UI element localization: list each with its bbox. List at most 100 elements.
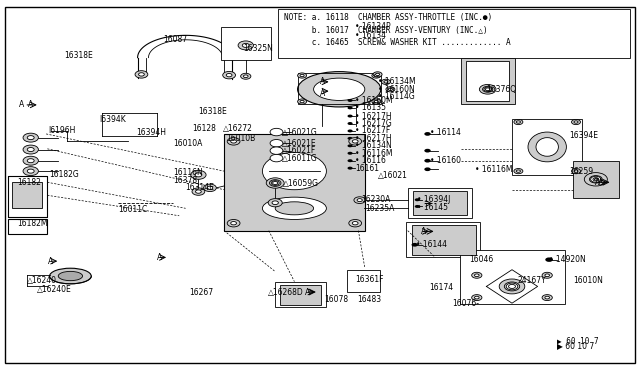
Text: • 16116: • 16116 bbox=[355, 156, 386, 165]
Circle shape bbox=[348, 152, 353, 155]
Circle shape bbox=[584, 173, 607, 186]
Bar bbox=[512, 119, 582, 175]
Circle shape bbox=[266, 178, 284, 188]
Circle shape bbox=[270, 147, 283, 154]
Text: 16230A: 16230A bbox=[362, 195, 391, 204]
Circle shape bbox=[23, 133, 38, 142]
Circle shape bbox=[231, 140, 237, 143]
Circle shape bbox=[28, 148, 34, 151]
Circle shape bbox=[357, 199, 362, 202]
Circle shape bbox=[483, 86, 493, 92]
Bar bbox=[461, 58, 515, 104]
Circle shape bbox=[348, 144, 353, 147]
Text: A: A bbox=[320, 77, 325, 86]
Text: 16010N: 16010N bbox=[573, 276, 603, 285]
Circle shape bbox=[516, 121, 520, 123]
Circle shape bbox=[272, 201, 278, 205]
Text: • 16134M: • 16134M bbox=[378, 77, 415, 86]
Text: 16483: 16483 bbox=[357, 295, 381, 304]
Circle shape bbox=[412, 243, 418, 247]
Circle shape bbox=[509, 285, 515, 288]
Circle shape bbox=[238, 41, 253, 50]
Bar bbox=[406, 222, 480, 257]
Bar bbox=[347, 270, 380, 292]
Text: 16010A: 16010A bbox=[173, 139, 202, 148]
Text: • 16144: • 16144 bbox=[416, 240, 447, 249]
Circle shape bbox=[268, 199, 282, 207]
Text: 16046: 16046 bbox=[469, 255, 493, 264]
Circle shape bbox=[374, 74, 378, 77]
Circle shape bbox=[514, 119, 523, 125]
Ellipse shape bbox=[314, 78, 365, 100]
Circle shape bbox=[591, 176, 601, 182]
Circle shape bbox=[196, 190, 201, 193]
Circle shape bbox=[23, 167, 38, 176]
Circle shape bbox=[424, 159, 431, 163]
Circle shape bbox=[479, 84, 496, 94]
Ellipse shape bbox=[536, 138, 559, 156]
Circle shape bbox=[474, 296, 479, 299]
Bar bbox=[460, 250, 565, 304]
Circle shape bbox=[270, 140, 283, 147]
Circle shape bbox=[372, 99, 381, 104]
Bar bbox=[8, 176, 47, 217]
Circle shape bbox=[415, 205, 420, 208]
Circle shape bbox=[593, 177, 599, 181]
Circle shape bbox=[499, 279, 525, 294]
Text: • 16114G: • 16114G bbox=[378, 92, 414, 101]
Circle shape bbox=[241, 73, 251, 79]
Circle shape bbox=[348, 99, 353, 102]
Circle shape bbox=[589, 176, 602, 183]
Circle shape bbox=[28, 159, 34, 163]
Text: • 16135: • 16135 bbox=[355, 103, 386, 112]
Circle shape bbox=[227, 219, 240, 227]
Text: • 16217G: • 16217G bbox=[355, 119, 392, 128]
Text: • 16217H: • 16217H bbox=[355, 134, 392, 143]
Circle shape bbox=[28, 136, 34, 140]
Bar bbox=[221, 27, 271, 60]
Bar bbox=[413, 191, 467, 215]
Text: • 16134N: • 16134N bbox=[355, 141, 392, 150]
Circle shape bbox=[348, 167, 353, 170]
Text: 16182G: 16182G bbox=[49, 170, 79, 179]
Circle shape bbox=[139, 73, 145, 76]
Circle shape bbox=[506, 283, 518, 290]
Circle shape bbox=[484, 87, 492, 92]
Circle shape bbox=[572, 119, 580, 125]
Text: 16318E: 16318E bbox=[64, 51, 93, 60]
Text: 16394E: 16394E bbox=[570, 131, 598, 140]
Text: 16087: 16087 bbox=[163, 35, 188, 44]
Text: • 16160: • 16160 bbox=[430, 156, 461, 165]
Circle shape bbox=[574, 170, 578, 172]
Bar bbox=[466, 61, 509, 101]
Text: △16021E: △16021E bbox=[282, 139, 316, 148]
Circle shape bbox=[195, 173, 202, 177]
Circle shape bbox=[424, 149, 431, 153]
Bar bbox=[12, 182, 42, 208]
Circle shape bbox=[300, 100, 304, 103]
Text: • 16145: • 16145 bbox=[417, 203, 448, 212]
Text: 16376Q: 16376Q bbox=[486, 85, 516, 94]
Bar bbox=[298, 73, 381, 104]
Circle shape bbox=[545, 296, 550, 299]
Circle shape bbox=[270, 128, 283, 136]
Circle shape bbox=[348, 129, 353, 132]
Text: • 16217F: • 16217F bbox=[355, 126, 390, 135]
Circle shape bbox=[574, 121, 578, 123]
Text: △16021F: △16021F bbox=[282, 146, 316, 155]
Text: • 16160N: • 16160N bbox=[378, 85, 414, 94]
Text: A: A bbox=[19, 100, 24, 109]
Circle shape bbox=[298, 99, 307, 104]
Circle shape bbox=[231, 221, 237, 225]
Circle shape bbox=[262, 153, 326, 190]
Circle shape bbox=[374, 100, 378, 103]
Circle shape bbox=[388, 88, 392, 90]
Text: • 14920N: • 14920N bbox=[549, 255, 586, 264]
Bar bbox=[8, 219, 47, 234]
Text: A: A bbox=[305, 288, 310, 296]
Text: △16011G: △16011G bbox=[282, 154, 317, 163]
Circle shape bbox=[227, 138, 240, 145]
Text: l6196H: l6196H bbox=[48, 126, 76, 135]
Text: 16378: 16378 bbox=[173, 176, 197, 185]
Bar bbox=[573, 161, 619, 198]
